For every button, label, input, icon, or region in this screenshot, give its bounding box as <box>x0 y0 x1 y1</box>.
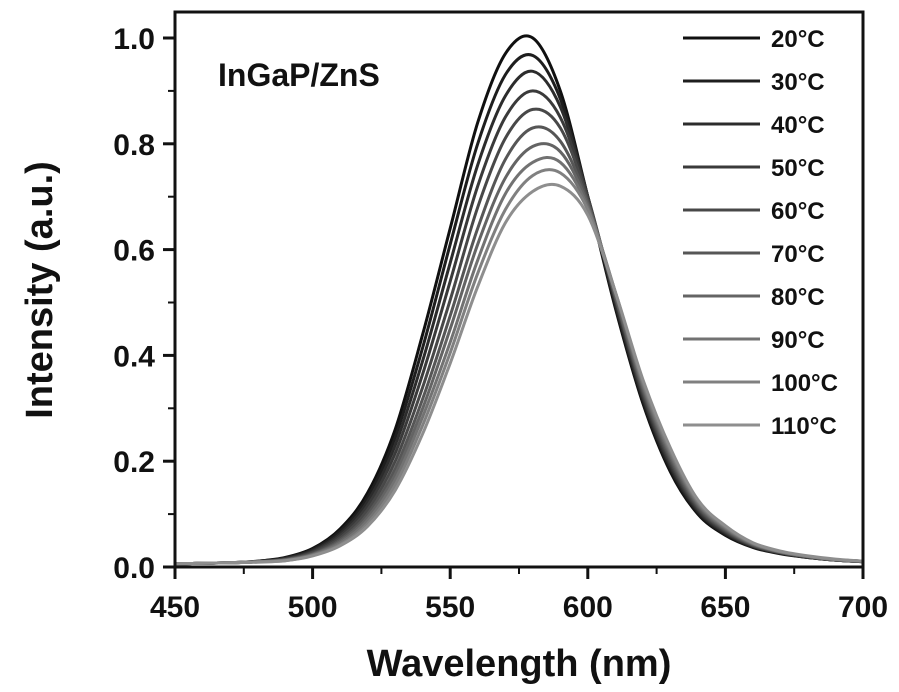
series-line-90c <box>174 156 864 566</box>
x-tick-label: 650 <box>700 591 750 624</box>
legend-label: 90°C <box>771 327 825 354</box>
curves-layer <box>174 34 864 566</box>
y-axis-title: Intensity (a.u.) <box>19 161 61 419</box>
y-tick-label: 0.2 <box>113 446 155 479</box>
axis-ticks <box>163 36 865 579</box>
series-line-60c <box>174 107 864 566</box>
legend-label: 110°C <box>771 413 837 440</box>
series-line-20c <box>174 34 864 566</box>
legend-label: 20°C <box>771 26 825 53</box>
x-tick-label: 500 <box>288 591 338 624</box>
legend-label: 70°C <box>771 241 825 268</box>
x-tick-label: 550 <box>425 591 475 624</box>
series-line-100c <box>174 168 864 566</box>
series-line-30c <box>174 53 864 566</box>
legend-label: 40°C <box>771 112 825 139</box>
x-tick-label: 700 <box>838 591 888 624</box>
tick-labels: 450 500 550 600 650 700 0.0 0.2 0.4 0.6 0.8 1.0 <box>113 23 888 624</box>
series-line-110c <box>174 182 864 566</box>
x-tick-label: 600 <box>563 591 613 624</box>
y-tick-label: 0.8 <box>113 129 155 162</box>
plot-frame <box>173 10 865 569</box>
series-line-40c <box>174 69 864 566</box>
y-tick-label: 1.0 <box>113 23 155 56</box>
legend-label: 30°C <box>771 69 825 96</box>
y-tick-label: 0.4 <box>113 340 155 373</box>
legend: 20°C 30°C 40°C 50°C 60°C 70°C 80°C 90°C 100°C 110… <box>683 26 838 440</box>
series-line-50c <box>174 89 864 566</box>
y-tick-label: 0.6 <box>113 235 155 268</box>
legend-label: 60°C <box>771 198 825 225</box>
series-line-70c <box>174 125 864 566</box>
x-tick-label: 450 <box>150 591 200 624</box>
legend-label: 80°C <box>771 284 825 311</box>
legend-label: 50°C <box>771 155 825 182</box>
sample-annotation: InGaP/ZnS <box>218 57 380 93</box>
x-axis-title: Wavelength (nm) <box>367 643 672 685</box>
y-tick-label: 0.0 <box>113 552 155 585</box>
series-line-80c <box>174 142 864 566</box>
legend-label: 100°C <box>771 370 838 397</box>
